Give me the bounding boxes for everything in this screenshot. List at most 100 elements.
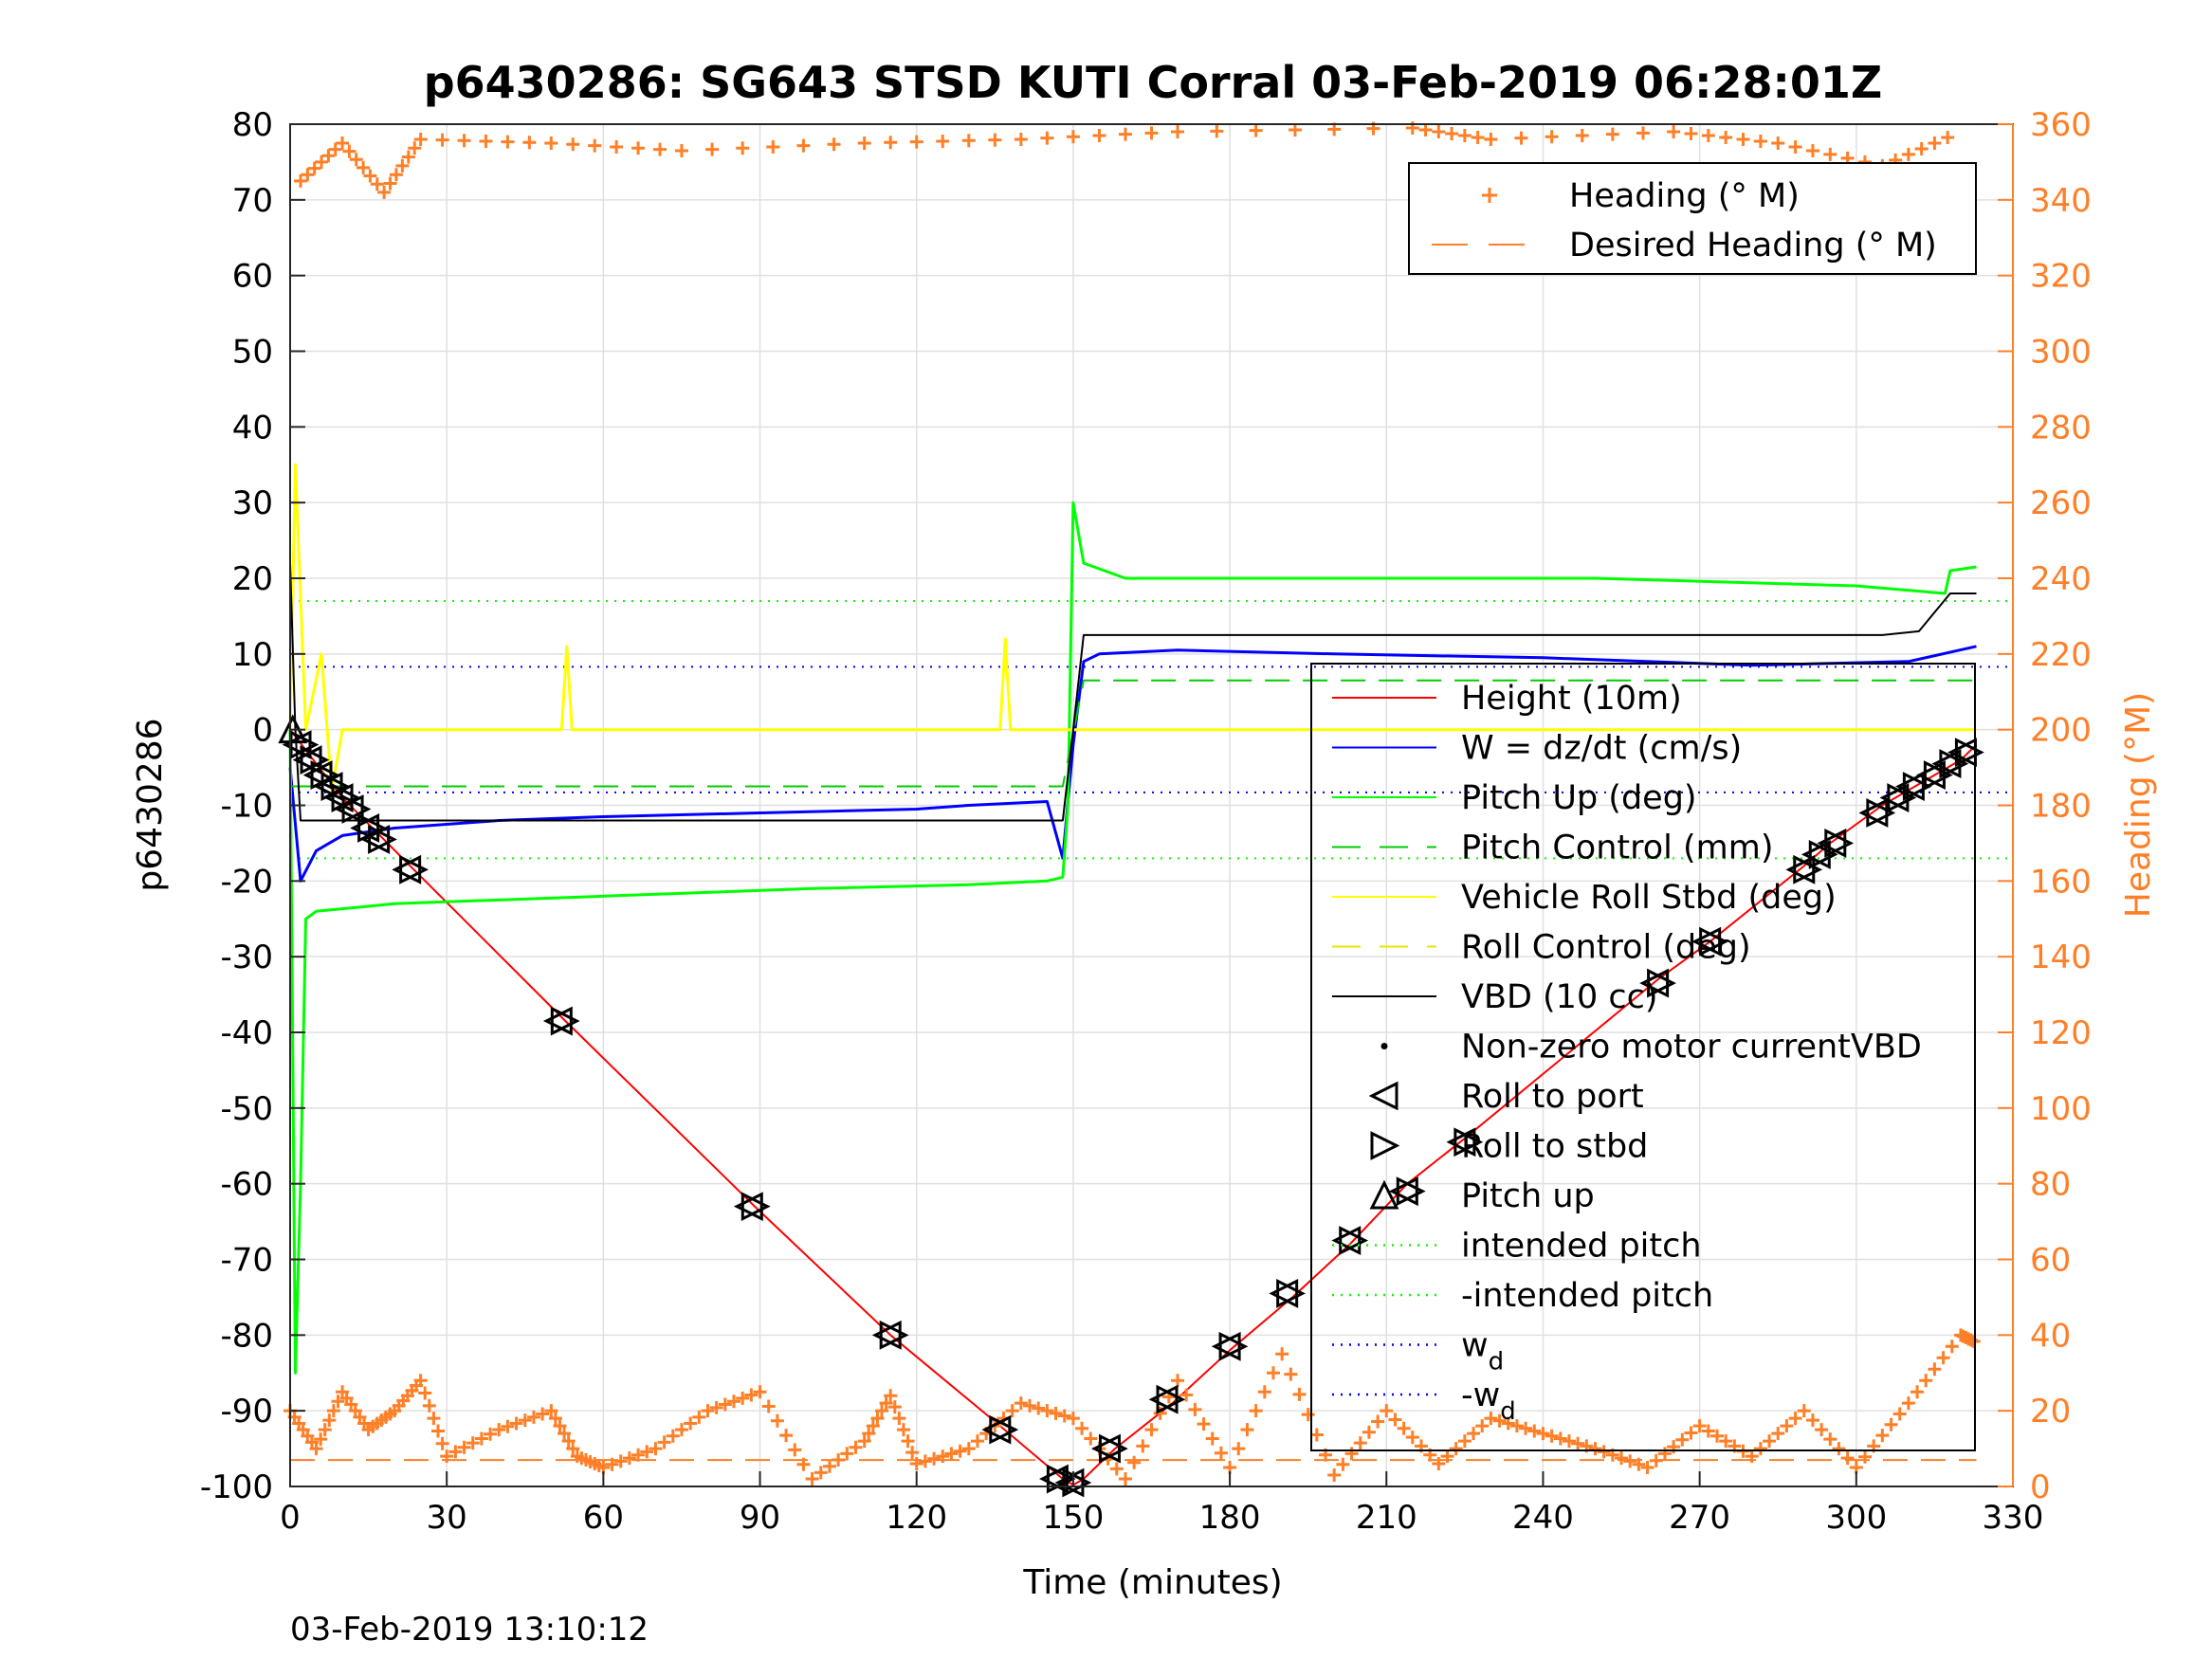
roll-stbd-marker (1062, 1468, 1092, 1498)
heading-point (1536, 1427, 1550, 1441)
heading-point (1109, 1462, 1124, 1476)
left-tick-label: -20 (220, 863, 273, 901)
roll-port-marker (733, 1192, 763, 1222)
x-tick-label: 30 (427, 1499, 467, 1537)
roll-stbd-marker (368, 824, 397, 854)
roll-stbd-marker (341, 794, 372, 824)
heading-point (1657, 1447, 1672, 1461)
legend-label-text: w (1461, 1327, 1489, 1365)
heading-point (1945, 1340, 1959, 1354)
heading-point (1928, 136, 1942, 150)
heading-point (1562, 1434, 1576, 1449)
heading-point (1615, 1451, 1629, 1466)
heading-point (413, 1374, 428, 1388)
heading-point (315, 155, 329, 169)
heading-point (536, 1407, 550, 1421)
x-axis-ticks: 0 30 60 90 120 150 180 210 240 270 300 330 (280, 1471, 2043, 1537)
right-tick-label: 180 (2030, 788, 2092, 826)
heading-point (936, 134, 950, 148)
heading-point (640, 1445, 654, 1459)
left-tick-label: 0 (252, 712, 273, 750)
heading-point (1910, 1385, 1925, 1399)
right-tick-label: 260 (2030, 484, 2092, 522)
heading-point (1127, 1455, 1142, 1469)
heading-point (413, 132, 428, 146)
roll-stbd-marker (1902, 772, 1932, 801)
heading-point (887, 1400, 902, 1414)
heading-point (684, 1416, 698, 1431)
main-legend: Height (10m) W = dz/dt (cm/s) Pitch Up (de… (1310, 663, 1976, 1451)
heading-point (1397, 1421, 1411, 1435)
heading-point (610, 139, 624, 154)
heading-point (805, 1472, 819, 1486)
right-axis-label: Heading (°M) (2119, 692, 2158, 918)
heading-point (1553, 1431, 1567, 1446)
heading-point (492, 1423, 506, 1437)
heading-point (395, 158, 410, 173)
heading-point (1675, 1432, 1690, 1447)
series-line (288, 501, 1977, 1375)
heading-point (953, 1444, 967, 1458)
heading-point (1571, 1436, 1585, 1450)
heading-point (1788, 139, 1802, 154)
heading-point (1684, 126, 1698, 140)
roll-stbd-marker (989, 1414, 1019, 1445)
heading-point (905, 1446, 920, 1460)
heading-point (1484, 132, 1498, 146)
heading-point (1449, 1442, 1463, 1456)
heading-point (1471, 130, 1485, 144)
heading-point (631, 141, 646, 155)
heading-point (1405, 1431, 1419, 1445)
heading-point (1153, 1406, 1167, 1420)
legend-symbol (1380, 1043, 1388, 1049)
heading-point (1084, 1431, 1098, 1446)
heading-point (1309, 1428, 1324, 1442)
heading-point (970, 1434, 984, 1449)
legend-label-text: Pitch Up (deg) (1461, 779, 1697, 817)
heading-point (1805, 143, 1819, 157)
heading-point (501, 1419, 515, 1433)
legend-label-text: Height (10m) (1461, 680, 1682, 718)
roll-port-marker (1895, 772, 1925, 801)
legend-label-text: Pitch Control (mm) (1461, 830, 1773, 867)
legend-label-text: Roll to port (1461, 1078, 1644, 1116)
heading-point (1519, 1421, 1533, 1435)
heading-point (1667, 124, 1681, 138)
heading-point (1388, 1413, 1402, 1427)
heading-point (342, 144, 356, 158)
heading-point (1288, 122, 1302, 137)
heading-point (770, 1413, 784, 1428)
heading-point (1380, 1404, 1394, 1418)
heading-point (479, 134, 493, 148)
heading-point (1701, 128, 1715, 142)
heading-point (321, 149, 336, 163)
legend-label: Vehicle Roll Stbd (deg) (1461, 879, 1837, 917)
roll-port-marker (1858, 798, 1889, 828)
right-tick-label: 140 (2030, 939, 2092, 976)
roll-port-marker (313, 772, 343, 801)
heading-point (1840, 1451, 1855, 1466)
heading-point (1719, 1434, 1733, 1449)
legend-label: Pitch up (1461, 1177, 1595, 1215)
heading-point (363, 169, 377, 183)
left-tick-label: 30 (232, 484, 273, 522)
heading-point (761, 1399, 776, 1413)
heading-point (1040, 1404, 1054, 1418)
heading-point (294, 173, 308, 188)
heading-point (435, 133, 449, 147)
heading-point (961, 1442, 976, 1456)
heading-point (1005, 1404, 1019, 1418)
heading-point (377, 185, 392, 199)
heading-point (561, 1434, 576, 1449)
roll-port-marker (1446, 1127, 1476, 1158)
left-tick-label: 10 (232, 636, 273, 674)
heading-point (1249, 1404, 1263, 1418)
heading-point (1823, 1432, 1837, 1447)
roll-stbd-marker (1808, 839, 1838, 869)
right-tick-label: 100 (2030, 1090, 2092, 1128)
heading-point (1936, 1351, 1950, 1365)
timestamp: 03-Feb-2019 13:10:12 (290, 1611, 649, 1649)
heading-point (944, 1447, 959, 1461)
left-tick-label: -80 (220, 1317, 273, 1355)
